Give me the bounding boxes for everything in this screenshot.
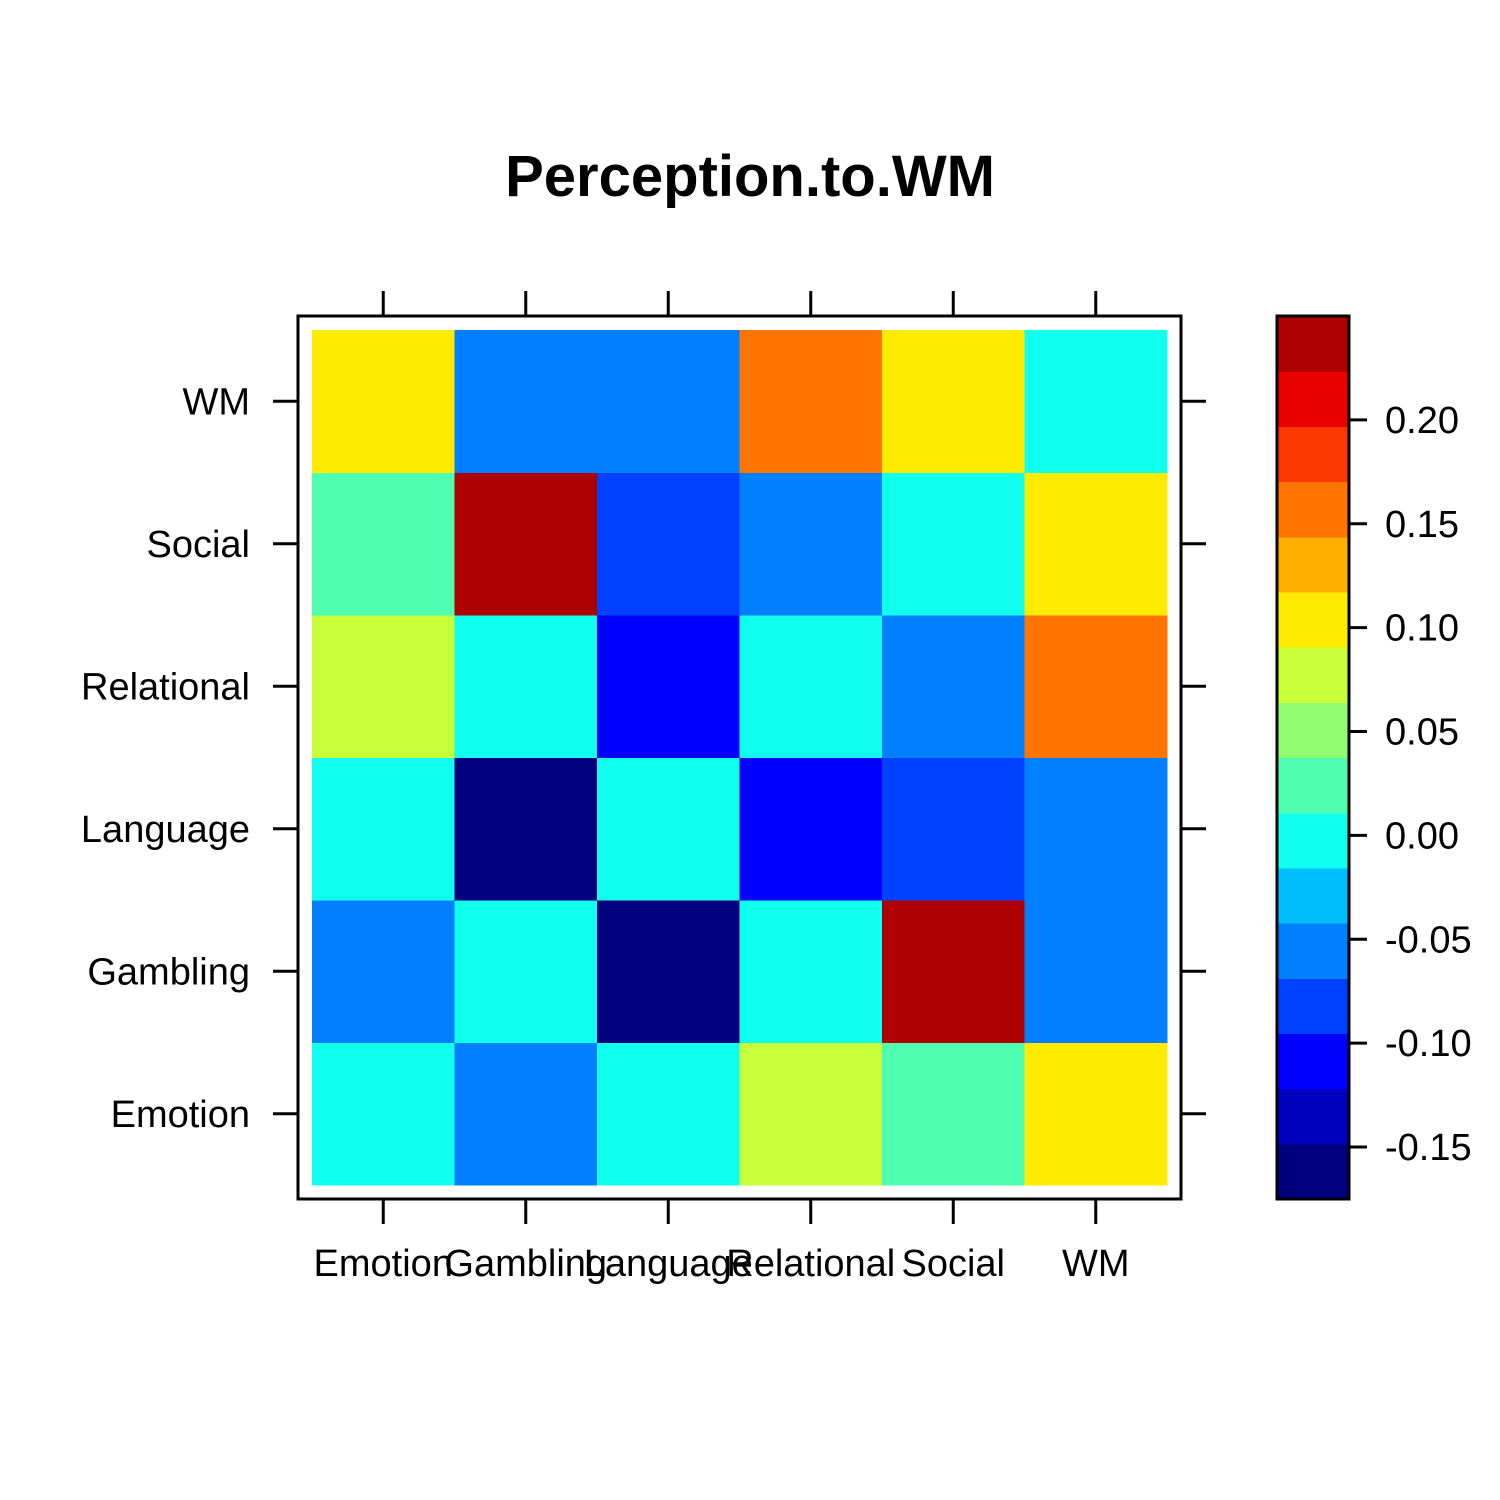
colorbar-tick-label: -0.15 xyxy=(1385,1127,1472,1169)
heatmap-cell-emotion-wm xyxy=(1024,1042,1168,1186)
heatmap-cell-gambling-wm xyxy=(1024,900,1168,1044)
chart-title: Perception.to.WM xyxy=(505,144,995,209)
heatmap-cell-wm-emotion xyxy=(312,330,456,474)
x-tick-label: WM xyxy=(1062,1243,1130,1285)
heatmap-cell-language-gambling xyxy=(454,757,598,901)
heatmap-cell-wm-gambling xyxy=(454,330,598,474)
heatmap-cell-language-language xyxy=(597,757,741,901)
colorbar-segment xyxy=(1277,923,1349,979)
heatmap-cell-gambling-social xyxy=(882,900,1026,1044)
colorbar-segment xyxy=(1277,647,1349,703)
colorbar-frame xyxy=(1275,314,1351,1201)
heatmap-cell-social-wm xyxy=(1024,472,1168,616)
heatmap-cell-emotion-social xyxy=(882,1042,1026,1186)
colorbar-segment xyxy=(1277,316,1349,372)
colorbar-tick-label: -0.10 xyxy=(1385,1023,1472,1065)
heatmap-cell-relational-gambling xyxy=(454,615,598,759)
colorbar-segment xyxy=(1277,536,1349,593)
heatmap-cell-language-relational xyxy=(739,757,883,901)
colorbar-segment xyxy=(1277,426,1349,483)
x-tick-label: Relational xyxy=(726,1243,895,1285)
x-tick-label: Social xyxy=(902,1243,1006,1285)
heatmap-cell-relational-wm xyxy=(1024,615,1168,759)
heatmap-cell-social-emotion xyxy=(312,472,456,616)
heatmap-cell-gambling-gambling xyxy=(454,900,598,1044)
y-tick-label: Gambling xyxy=(87,951,250,993)
heatmap-cell-social-relational xyxy=(739,472,883,616)
heatmap-cell-emotion-gambling xyxy=(454,1042,598,1186)
colorbar-segment xyxy=(1277,1143,1349,1200)
colorbar-segment xyxy=(1277,867,1349,924)
colorbar-tick-label: 0.10 xyxy=(1385,608,1459,650)
plot-frame xyxy=(296,314,1183,1201)
heatmap-cell-emotion-emotion xyxy=(312,1042,456,1186)
heatmap-cell-language-emotion xyxy=(312,757,456,901)
colorbar-segment xyxy=(1277,812,1349,869)
colorbar-segment xyxy=(1277,978,1349,1035)
x-tick-label: Emotion xyxy=(314,1243,453,1285)
heatmap-cell-gambling-language xyxy=(597,900,741,1044)
heatmap-cell-gambling-emotion xyxy=(312,900,456,1044)
heatmap-cell-emotion-relational xyxy=(739,1042,883,1186)
heatmap-cell-language-wm xyxy=(1024,757,1168,901)
colorbar-segment xyxy=(1277,1033,1349,1090)
colorbar-segment xyxy=(1277,481,1349,538)
heatmap-cell-relational-social xyxy=(882,615,1026,759)
heatmap-cell-social-social xyxy=(882,472,1026,616)
colorbar-segment xyxy=(1277,591,1349,648)
colorbar-segment xyxy=(1277,371,1349,427)
heatmap-cell-relational-language xyxy=(597,615,741,759)
colorbar-segment xyxy=(1277,1088,1349,1145)
y-tick-label: Social xyxy=(147,524,251,566)
colorbar: -0.15 -0.10 -0.05 0.00 0.05 0.10 0.15 0.20 xyxy=(1275,314,1472,1201)
heatmap-cell-wm-language xyxy=(597,330,741,474)
heatmap-cell-wm-social xyxy=(882,330,1026,474)
x-tick-label: Language xyxy=(584,1243,753,1285)
y-tick-label: Language xyxy=(81,809,250,851)
heatmap-cell-emotion-language xyxy=(597,1042,741,1186)
colorbar-segment xyxy=(1277,757,1349,814)
heatmap-cell-social-gambling xyxy=(454,472,598,616)
heatmap-cell-relational-relational xyxy=(739,615,883,759)
y-tick-label: Emotion xyxy=(111,1094,250,1136)
colorbar-segment xyxy=(1277,702,1349,759)
colorbar-tick-label: 0.00 xyxy=(1385,815,1459,857)
heatmap-cell-wm-relational xyxy=(739,330,883,474)
colorbar-tick-label: 0.15 xyxy=(1385,504,1459,546)
y-tick-label: WM xyxy=(182,381,250,423)
x-tick-label: Gambling xyxy=(444,1243,607,1285)
heatmap-cell-wm-wm xyxy=(1024,330,1168,474)
colorbar-tick-label: -0.05 xyxy=(1385,919,1472,961)
heatmap-cell-relational-emotion xyxy=(312,615,456,759)
heatmap-cell-gambling-relational xyxy=(739,900,883,1044)
colorbar-tick-label: 0.05 xyxy=(1385,712,1459,754)
heatmap-cell-social-language xyxy=(597,472,741,616)
heatmap-cell-language-social xyxy=(882,757,1026,901)
heatmap-cells xyxy=(312,330,1168,1186)
y-tick-label: Relational xyxy=(81,666,250,708)
colorbar-tick-label: 0.20 xyxy=(1385,400,1459,442)
